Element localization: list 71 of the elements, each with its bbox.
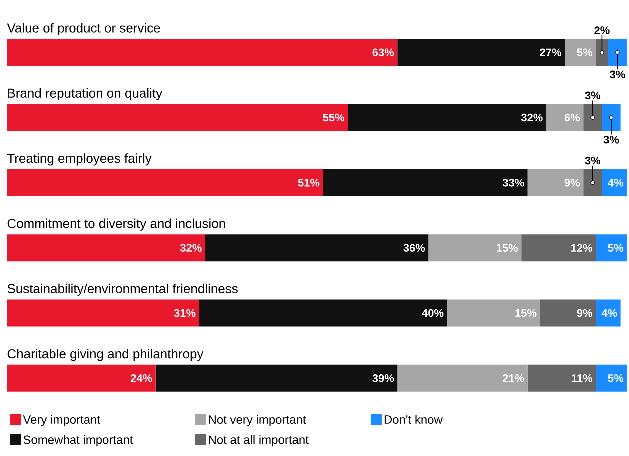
- y-tick-label: Treating employees fairly: [8, 154, 152, 166]
- bar: [7, 234, 206, 262]
- data-label: 11%: [572, 374, 593, 382]
- data-label: 51%: [298, 179, 320, 187]
- bar: [7, 104, 348, 132]
- bar: [398, 364, 528, 392]
- data-label: 15%: [497, 244, 518, 252]
- legend-label: Don't know: [384, 415, 443, 424]
- bar: [7, 364, 156, 392]
- bar: [596, 234, 628, 262]
- bar: [546, 104, 584, 132]
- data-label: 27%: [540, 48, 562, 56]
- bar: [348, 104, 546, 132]
- data-label: 2%: [594, 26, 610, 34]
- data-label: 5%: [608, 244, 624, 252]
- bar: [565, 39, 596, 66]
- bar: [323, 169, 528, 196]
- bar: [584, 104, 602, 132]
- data-label: 3%: [585, 156, 601, 165]
- legend-label: Somewhat important: [24, 435, 134, 447]
- bar: [398, 39, 566, 66]
- bar: [7, 169, 324, 196]
- data-label: 32%: [180, 244, 202, 252]
- data-label: 3%: [610, 70, 626, 79]
- data-label: 5%: [608, 374, 624, 382]
- data-label: 3%: [604, 136, 620, 144]
- bar: [602, 169, 628, 196]
- data-label: 3%: [585, 92, 601, 100]
- data-label: 36%: [404, 244, 426, 252]
- data-label: 55%: [323, 114, 345, 122]
- data-label: 5%: [577, 48, 593, 56]
- y-tick-label: Charitable giving and philanthropy: [8, 349, 204, 362]
- bar: [7, 300, 200, 327]
- data-label: 12%: [571, 244, 593, 252]
- legend-label: Not very important: [209, 415, 306, 426]
- bar: [7, 39, 398, 66]
- data-label: 63%: [372, 48, 394, 56]
- bar: [596, 39, 608, 66]
- data-label: 4%: [602, 309, 618, 318]
- bar: [540, 300, 596, 327]
- data-label: 15%: [516, 309, 537, 318]
- bar: [602, 104, 621, 132]
- data-label: 31%: [174, 309, 196, 318]
- bar: [156, 364, 398, 392]
- data-label: 6%: [564, 114, 580, 122]
- data-label: 21%: [502, 374, 524, 382]
- data-label: 39%: [372, 374, 394, 382]
- y-tick-label: Sustainability/environmental friendliness: [8, 284, 238, 296]
- bar: [584, 169, 602, 196]
- y-tick-label: Commitment to diversity and inclusion: [8, 218, 226, 231]
- bar: [447, 300, 540, 327]
- bar: [596, 364, 628, 392]
- bar: [522, 234, 596, 262]
- y-tick-label: Value of product or service: [7, 23, 160, 36]
- data-label: 32%: [521, 114, 543, 122]
- bar: [428, 234, 522, 262]
- y-tick-label: Brand reputation on quality: [8, 88, 163, 101]
- data-label: 9%: [564, 179, 580, 187]
- bar: [205, 234, 429, 262]
- bar: [596, 300, 621, 327]
- data-label: 4%: [608, 179, 624, 187]
- legend-label: Very important: [23, 415, 100, 426]
- legend-label: Not at all important: [209, 435, 309, 447]
- data-label: 9%: [577, 309, 593, 318]
- bar: [199, 300, 448, 327]
- bar: [608, 39, 628, 66]
- data-label: 40%: [422, 309, 444, 318]
- data-label: 33%: [502, 179, 524, 187]
- data-label: 24%: [130, 374, 152, 382]
- bar: [528, 364, 596, 392]
- bar: [528, 169, 584, 196]
